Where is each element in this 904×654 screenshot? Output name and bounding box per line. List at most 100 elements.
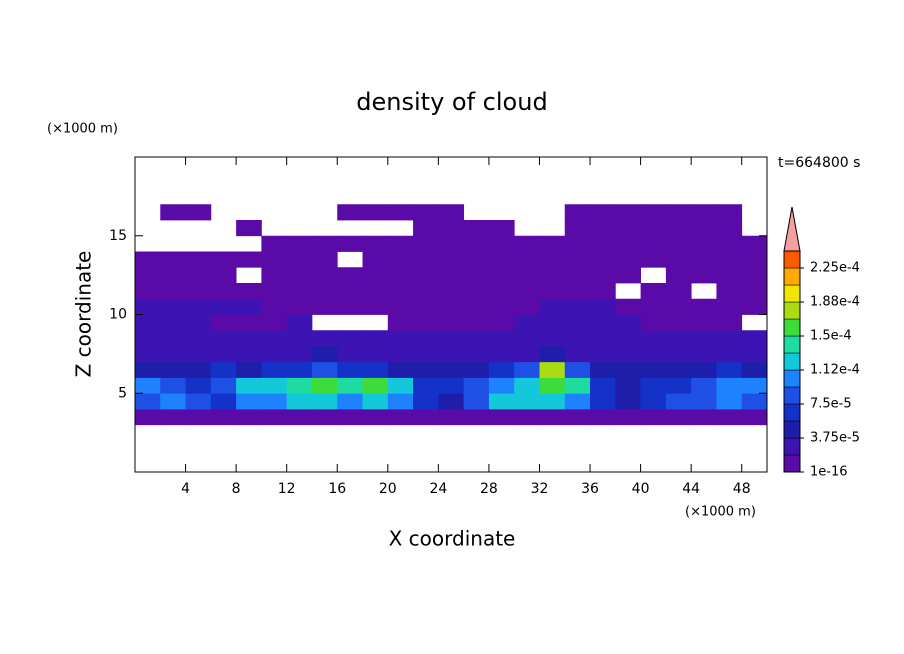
contour-cell [236,298,262,315]
contour-cell [564,251,591,268]
contour-cell [741,346,768,363]
contour-cell [564,393,591,410]
contour-cell [514,251,540,268]
contour-cell [716,393,743,410]
contour-cell [160,409,186,426]
contour-cell [185,267,212,284]
contour-cell [438,346,465,363]
x-tick-label: 48 [733,481,751,497]
contour-cell [539,409,566,426]
contour-cell [135,330,161,347]
x-unit: (×1000 m) [685,505,756,520]
contour-cell [640,251,667,268]
contour-cell [488,377,515,394]
colorbar-band [783,403,801,422]
contour-cell [488,235,515,252]
contour-cell [210,314,237,331]
contour-cell [514,361,540,378]
contour-cell [463,361,490,378]
contour-cell [311,251,338,268]
contour-cell [261,251,288,268]
contour-cell [438,330,465,347]
contour-cell [135,346,161,363]
contour-cell [135,314,161,331]
contour-cell [488,298,515,315]
contour-cell [362,330,389,347]
contour-cell [210,409,237,426]
contour-cell [590,220,616,237]
contour-cell [413,393,439,410]
contour-cell [311,267,338,284]
contour-cell [286,346,313,363]
contour-cell [488,409,515,426]
contour-cell [135,393,161,410]
contour-cell [362,251,389,268]
contour-cell [286,377,313,394]
contour-cell [337,409,363,426]
contour-cell [640,235,667,252]
contour-cell [185,346,212,363]
contour-cell [438,377,465,394]
contour-cell [691,346,717,363]
contour-cell [261,267,288,284]
contour-cell [665,204,692,221]
contour-cell [716,220,743,237]
contour-cell [691,204,717,221]
contour-cell [615,220,641,237]
contour-cell [438,220,465,237]
contour-cell [185,298,212,315]
contour-cell [387,283,414,300]
x-tick-label: 12 [278,481,296,497]
contour-cell [387,204,414,221]
contour-cell [488,346,515,363]
contour-cell [261,377,288,394]
contour-cell [160,267,186,284]
contour-cell [135,377,161,394]
contour-cell [615,298,641,315]
contour-cell [716,377,743,394]
contour-cell [488,314,515,331]
contour-cell [665,346,692,363]
contour-cell [387,330,414,347]
chart-title: density of cloud [356,88,547,116]
contour-cell [716,267,743,284]
contour-cell [261,409,288,426]
contour-cell [564,283,591,300]
contour-cell [286,267,313,284]
contour-cell [387,267,414,284]
contour-cell [337,283,363,300]
contour-cell [488,220,515,237]
contour-cell [741,377,768,394]
contour-cell [716,251,743,268]
contour-cell [337,393,363,410]
contour-cell [564,409,591,426]
contour-cell [160,251,186,268]
contour-cell [311,330,338,347]
colorbar-band [783,352,801,371]
contour-cell [438,235,465,252]
colorbar-band [783,335,801,354]
contour-cell [463,314,490,331]
colorbar-band [783,250,801,269]
contour-cell [741,251,768,268]
contour-cell [590,314,616,331]
contour-cell [413,361,439,378]
contour-cell [463,346,490,363]
y-tick-label: 15 [109,228,127,244]
contour-cell [210,361,237,378]
contour-cell [615,314,641,331]
contour-cell [438,251,465,268]
contour-cell [236,220,262,237]
x-tick-label: 28 [480,481,498,497]
colorbar: 1e-16 3.75e-5 7.5e-5 1.12e-4 1.5e-4 1.88e-4 2.… [783,206,860,480]
contour-cell [362,283,389,300]
contour-cell [135,267,161,284]
contour-cell [640,330,667,347]
contour-cell [539,267,566,284]
contour-cell [539,314,566,331]
contour-cell [210,251,237,268]
contour-cell [185,314,212,331]
colorbar-band [783,369,801,388]
contour-cell [185,409,212,426]
contour-cell [438,393,465,410]
